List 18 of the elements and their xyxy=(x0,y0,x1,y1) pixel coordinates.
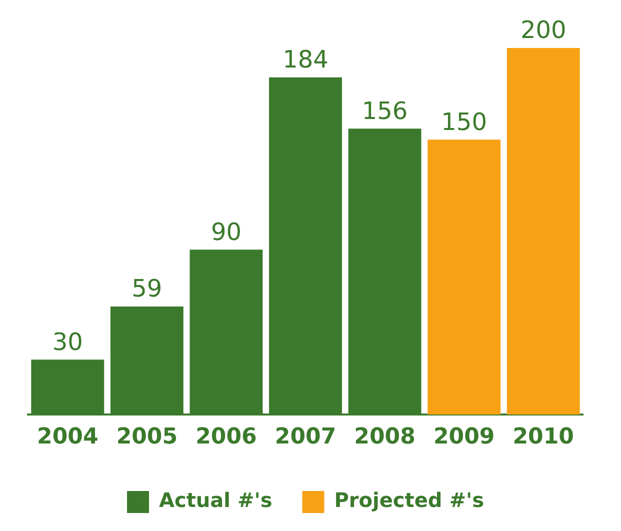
data-label: 59 xyxy=(132,274,162,303)
data-label: 156 xyxy=(362,96,408,125)
x-tick-label: 2010 xyxy=(512,424,574,450)
legend-label: Projected #'s xyxy=(334,488,484,512)
legend-label: Actual #'s xyxy=(159,488,272,512)
x-tick-label: 2009 xyxy=(433,424,495,450)
data-label: 184 xyxy=(282,46,328,74)
data-label: 150 xyxy=(441,108,487,136)
data-label: 90 xyxy=(210,218,242,246)
bar xyxy=(428,140,501,415)
x-tick-label: 2005 xyxy=(116,424,178,450)
x-tick-label: 2006 xyxy=(196,424,257,450)
x-tick-label: 2004 xyxy=(37,424,98,450)
x-tick-label: 2008 xyxy=(354,424,416,450)
data-label: 200 xyxy=(520,16,566,44)
data-label: 30 xyxy=(52,328,83,356)
bar xyxy=(506,48,580,415)
x-tick-label: 2007 xyxy=(274,424,336,450)
